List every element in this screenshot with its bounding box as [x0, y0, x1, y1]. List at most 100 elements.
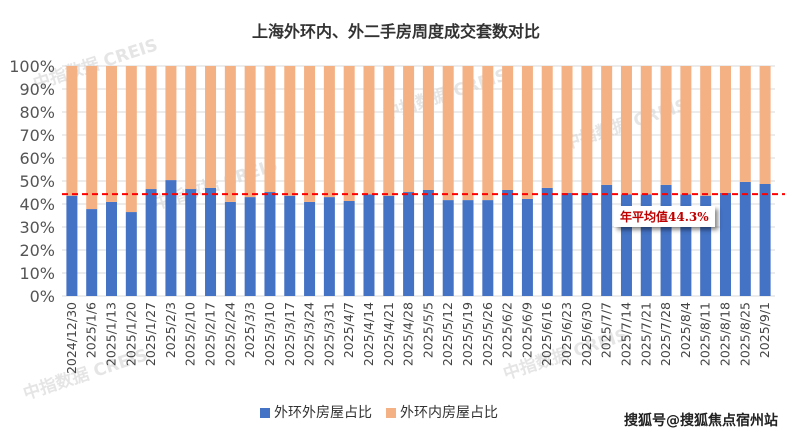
bar-segment: [502, 189, 514, 296]
bar-segment: [185, 189, 197, 296]
bar-segment: [284, 66, 296, 196]
x-tick-label: 2025/3/3: [242, 302, 257, 358]
bar-segment: [620, 66, 632, 195]
bar-segment: [224, 201, 236, 296]
bar-segment: [521, 66, 533, 199]
bar-segment: [343, 66, 355, 202]
bar-segment: [422, 66, 434, 190]
x-tick-label: 2025/6/23: [559, 302, 574, 366]
x-tick-label: 2025/4/28: [401, 302, 416, 366]
bar-segment: [680, 66, 692, 195]
x-tick-label: 2025/8/11: [698, 302, 713, 366]
bar-segment: [759, 66, 771, 184]
bar-segment: [323, 197, 335, 296]
bar-segment: [403, 192, 415, 296]
x-tick-label: 2025/5/19: [460, 302, 475, 366]
bar-segment: [581, 192, 593, 296]
y-tick-label: 100%: [9, 57, 55, 76]
bar-segment: [363, 194, 375, 296]
x-tick-label: 2025/5/12: [440, 302, 455, 366]
bar-segment: [145, 66, 157, 190]
bar-segment: [719, 192, 731, 296]
footer-source: 搜狐号@搜狐焦点宿州站: [624, 413, 778, 429]
x-tick-label: 2025/2/3: [163, 302, 178, 358]
bar-segment: [145, 189, 157, 296]
x-tick-label: 2025/2/24: [222, 302, 237, 366]
x-tick-label: 2025/8/4: [678, 302, 693, 358]
bar-segment: [125, 66, 137, 213]
y-tick-label: 90%: [19, 80, 55, 99]
x-tick-label: 2025/3/24: [302, 302, 317, 366]
bar-segment: [383, 195, 395, 296]
x-tick-label: 2025/3/10: [262, 302, 277, 366]
bar-segment: [383, 66, 395, 196]
bar-segment: [482, 66, 494, 201]
x-tick-label: 2025/4/21: [381, 302, 396, 366]
y-tick-label: 70%: [19, 126, 55, 145]
bar-segment: [66, 195, 78, 296]
x-tick-label: 2025/9/1: [757, 302, 772, 358]
bar-segment: [700, 195, 712, 296]
bar-segment: [561, 192, 573, 296]
bar-segment: [700, 66, 712, 196]
bar-segment: [106, 201, 118, 296]
x-tick-label: 2025/3/31: [321, 302, 336, 366]
legend: 外环外房屋占比 外环内房屋占比: [260, 402, 498, 422]
bar-segment: [165, 180, 177, 296]
x-tick-label: 2025/5/26: [480, 302, 495, 366]
bar-segment: [125, 212, 137, 296]
bar-segment: [224, 66, 236, 202]
bar-segment: [601, 184, 613, 296]
bar-segment: [363, 66, 375, 195]
chart-title: 上海外环内、外二手房周度成交套数对比: [251, 22, 540, 41]
y-tick-label: 10%: [19, 264, 55, 283]
bar-segment: [205, 187, 217, 296]
x-tick-label: 2025/7/28: [658, 302, 673, 366]
bar-segment: [244, 197, 256, 296]
bar-segment: [462, 66, 474, 201]
x-tick-label: 2025/8/25: [737, 302, 752, 366]
bar-segment: [422, 189, 434, 296]
x-tick-label: 2025/1/27: [143, 302, 158, 366]
bar-segment: [86, 66, 98, 210]
bar-segment: [759, 183, 771, 296]
y-tick-label: 30%: [19, 218, 55, 237]
bar-segment: [739, 66, 751, 182]
x-tick-label: 2025/5/5: [420, 302, 435, 358]
x-tick-label: 2025/4/14: [361, 302, 376, 366]
x-tick-label: 2025/8/18: [717, 302, 732, 366]
bar-segment: [106, 66, 118, 202]
x-tick-label: 2025/6/30: [579, 302, 594, 366]
x-tick-label: 2025/7/7: [599, 302, 614, 358]
x-tick-label: 2025/6/9: [519, 302, 534, 358]
x-tick-label: 2025/7/14: [618, 302, 633, 366]
bar-segment: [640, 194, 652, 296]
bar-segment: [601, 66, 613, 185]
bar-segment: [640, 66, 652, 195]
legend-label: 外环内房屋占比: [400, 405, 498, 421]
x-tick-label: 2025/1/6: [84, 302, 99, 358]
bar-segment: [304, 201, 316, 296]
bar-segment: [343, 201, 355, 296]
bar-segment: [442, 200, 454, 296]
average-label: 年平均值44.3%: [614, 206, 715, 227]
bar-segment: [205, 66, 217, 188]
legend-item-outer: 外环外房屋占比: [260, 402, 372, 422]
bar-segment: [660, 66, 672, 185]
bar-segment: [304, 66, 316, 202]
x-tick-label: 2024/12/30: [64, 302, 79, 374]
bar-segment: [284, 195, 296, 296]
legend-item-inner: 外环内房屋占比: [386, 402, 498, 422]
bar-segment: [719, 66, 731, 193]
legend-swatch: [260, 408, 270, 418]
y-tick-label: 80%: [19, 103, 55, 122]
y-tick-label: 0%: [30, 287, 55, 306]
y-tick-label: 50%: [19, 172, 55, 191]
bar-segment: [541, 187, 553, 296]
bar-segment: [541, 66, 553, 188]
y-tick-label: 20%: [19, 241, 55, 260]
legend-label: 外环外房屋占比: [274, 405, 372, 421]
bar-segment: [264, 66, 276, 193]
bar-segment: [620, 194, 632, 296]
